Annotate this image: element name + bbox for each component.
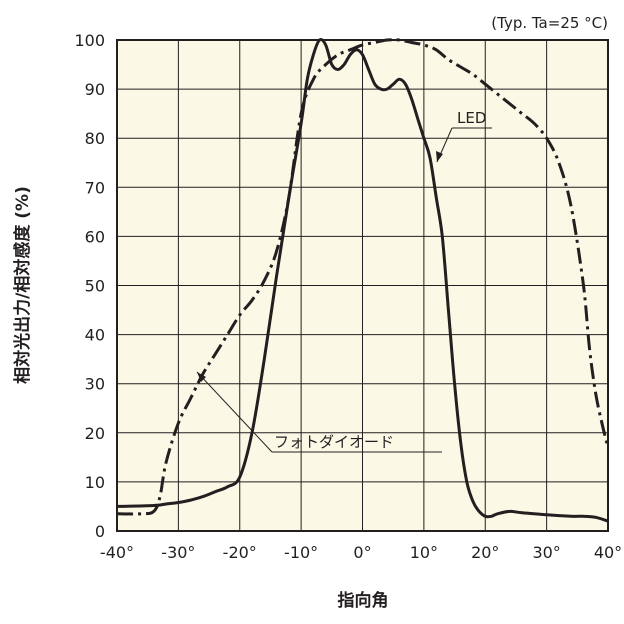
led-series-line bbox=[116, 38, 610, 516]
x-axis-title: 指向角 bbox=[338, 590, 389, 611]
y-tick-label: 90 bbox=[85, 80, 105, 99]
y-tick-label: 40 bbox=[85, 326, 105, 345]
led-annotation: LED bbox=[436, 109, 492, 163]
y-tick-label: 10 bbox=[85, 473, 105, 492]
x-tick-label: 20° bbox=[471, 543, 499, 562]
x-tick-label: -20° bbox=[223, 543, 257, 562]
x-tick-label: -40° bbox=[100, 543, 134, 562]
x-tick-label: 10° bbox=[410, 543, 438, 562]
photodiode-arrowhead bbox=[197, 372, 206, 382]
x-tick-label: 0° bbox=[353, 543, 371, 562]
y-tick-label: 100 bbox=[74, 31, 105, 50]
y-tick-label: 70 bbox=[85, 178, 105, 197]
x-tick-label: -10° bbox=[284, 543, 318, 562]
plot-frame bbox=[116, 39, 609, 532]
photodiode-leader-arrow-line bbox=[196, 371, 273, 453]
x-tick-label: 40° bbox=[594, 543, 622, 562]
x-tick-label: -30° bbox=[161, 543, 195, 562]
y-axis-title: 相対光出力/相対感度 (%) bbox=[12, 186, 33, 384]
photodiode-label: フォトダイオード bbox=[274, 433, 394, 451]
y-tick-label: 60 bbox=[85, 227, 105, 246]
photodiode-annotation: フォトダイオード bbox=[196, 371, 442, 453]
y-tick-labels: 0 10 20 30 40 50 60 70 80 90 100 bbox=[74, 31, 105, 541]
series-lines bbox=[116, 38, 610, 523]
y-tick-label: 30 bbox=[85, 375, 105, 394]
condition-note: (Typ. Ta=25 °C) bbox=[491, 14, 608, 32]
y-tick-label: 20 bbox=[85, 424, 105, 443]
photodiode-series-line bbox=[116, 38, 609, 523]
led-label: LED bbox=[457, 109, 486, 127]
led-arrowhead bbox=[436, 151, 443, 162]
y-tick-label: 80 bbox=[85, 129, 105, 148]
x-tick-label: 30° bbox=[532, 543, 560, 562]
y-tick-label: 50 bbox=[85, 277, 105, 296]
x-tick-labels: -40° -30° -20° -10° 0° 10° 20° 30° 40° bbox=[100, 543, 622, 562]
y-tick-label: 0 bbox=[95, 522, 105, 541]
